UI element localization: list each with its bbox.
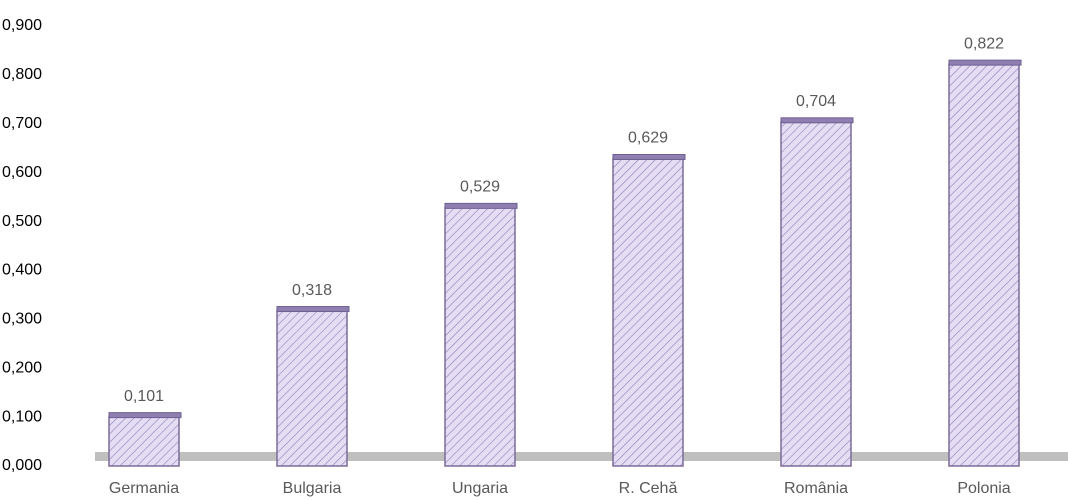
y-tick-label: 0,900 — [2, 17, 42, 34]
y-tick-label: 0,000 — [2, 457, 42, 474]
bar — [108, 415, 180, 467]
bar-top — [108, 412, 182, 419]
x-tick-label: Germania — [109, 480, 179, 497]
value-label: 0,529 — [460, 179, 500, 196]
bar-top — [444, 202, 518, 209]
value-label: 0,704 — [796, 93, 836, 110]
x-tick-label: Polonia — [957, 480, 1010, 497]
y-tick-label: 0,800 — [2, 66, 42, 83]
x-tick-label: R. Cehă — [619, 480, 678, 497]
x-tick-label: România — [784, 480, 848, 497]
y-tick-label: 0,600 — [2, 164, 42, 181]
y-tick-label: 0,200 — [2, 359, 42, 376]
floor — [95, 452, 1068, 461]
value-label: 0,318 — [292, 282, 332, 299]
y-tick-label: 0,400 — [2, 262, 42, 279]
bar — [276, 309, 348, 467]
y-tick-label: 0,700 — [2, 115, 42, 132]
y-tick-label: 0,300 — [2, 311, 42, 328]
bar — [612, 157, 684, 467]
value-label: 0,101 — [124, 388, 164, 405]
bar-top — [780, 117, 854, 124]
x-tick-label: Bulgaria — [283, 480, 342, 497]
bar-top — [612, 153, 686, 160]
bar-top — [948, 59, 1022, 66]
bar — [780, 121, 852, 467]
value-label: 0,822 — [964, 35, 1004, 52]
value-label: 0,629 — [628, 130, 668, 147]
bar — [444, 206, 516, 467]
bar-top — [276, 306, 350, 313]
x-tick-label: Ungaria — [452, 480, 508, 497]
y-tick-label: 0,100 — [2, 408, 42, 425]
bar — [948, 63, 1020, 467]
y-tick-label: 0,500 — [2, 213, 42, 230]
